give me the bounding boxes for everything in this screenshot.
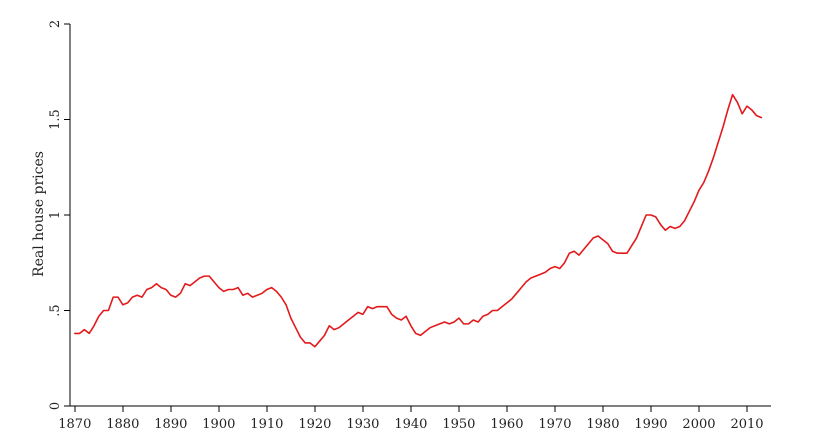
x-tick-label: 1920	[298, 417, 331, 432]
x-tick-label: 1970	[538, 417, 571, 432]
y-tick-label: .5	[48, 304, 63, 316]
y-tick-label: 1	[48, 211, 63, 219]
x-tick-label: 1870	[58, 417, 91, 432]
x-tick-label: 1990	[634, 417, 667, 432]
x-axis: 1870 1880 1890 1900 1910 1920 1930 1940 1950 1960…	[58, 405, 771, 432]
x-tick-label: 1950	[442, 417, 475, 432]
y-axis-title: Real house prices	[31, 151, 47, 277]
x-tick-label: 1890	[154, 417, 187, 432]
x-tick-label: 1910	[250, 417, 283, 432]
series-line	[74, 93, 763, 348]
x-tick-label: 2010	[730, 417, 763, 432]
x-tick-label: 2000	[682, 417, 715, 432]
x-tick-label: 1880	[106, 417, 139, 432]
y-tick-label: 1.5	[48, 109, 63, 130]
x-tick-label: 1930	[346, 417, 379, 432]
x-tick-label: 1900	[202, 417, 235, 432]
y-tick-label: 2	[48, 20, 63, 28]
x-tick-label: 1960	[490, 417, 523, 432]
x-tick-label: 1940	[394, 417, 427, 432]
y-ticks: 0 .5 1 1.5 2	[48, 20, 70, 410]
plot-area	[74, 93, 763, 348]
x-tick-label: 1980	[586, 417, 619, 432]
x-ticks: 1870 1880 1890 1900 1910 1920 1930 1940 1950 1960…	[58, 406, 764, 432]
y-axis: 0 .5 1 1.5 2 Real house prices	[31, 20, 71, 410]
y-tick-label: 0	[48, 402, 63, 410]
